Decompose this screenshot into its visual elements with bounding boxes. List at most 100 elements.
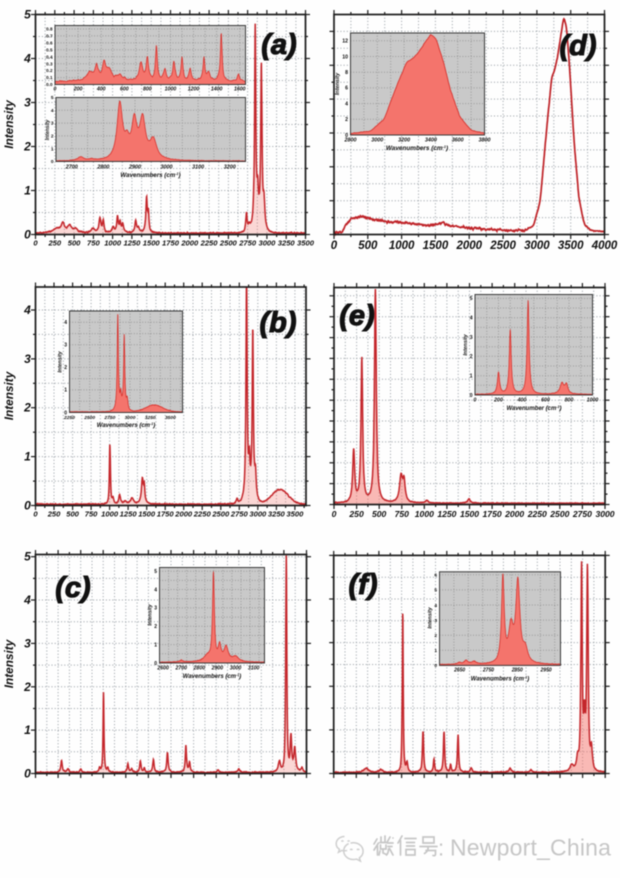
svg-text:3250: 3250 [268,510,286,519]
svg-text:0: 0 [470,393,473,399]
svg-text:3000: 3000 [249,510,267,519]
svg-text:Intensity: Intensity [2,370,16,420]
svg-text:2750: 2750 [103,415,115,421]
svg-text:500: 500 [66,510,79,519]
svg-text:3: 3 [470,335,473,341]
svg-text:Intensity: Intensity [45,120,51,141]
svg-text:3: 3 [24,352,31,366]
svg-text:4: 4 [470,315,473,321]
svg-text:500: 500 [358,240,378,252]
svg-text:2: 2 [23,140,31,154]
svg-text:2: 2 [23,680,31,694]
svg-text:3: 3 [154,606,157,612]
svg-text:8: 8 [345,70,348,76]
svg-text:0.8: 0.8 [46,27,53,32]
svg-text:800: 800 [143,87,152,93]
svg-text:2: 2 [154,624,157,630]
svg-text:Intensity: Intensity [2,638,16,688]
svg-text:1250: 1250 [123,239,141,248]
svg-text:0: 0 [24,499,31,513]
svg-text:2500: 2500 [549,509,569,519]
svg-text:Intensity: Intensity [58,350,64,372]
svg-text:Intensity: Intensity [428,606,434,628]
svg-text:0: 0 [154,661,157,667]
svg-text:2000: 2000 [455,240,482,252]
svg-text:1750: 1750 [162,239,180,248]
svg-text:2500: 2500 [211,510,230,519]
svg-text:1400: 1400 [211,87,223,93]
svg-text:0: 0 [51,159,54,165]
svg-text:10: 10 [342,54,348,60]
svg-text:1000: 1000 [389,240,415,252]
svg-text:0: 0 [474,398,477,404]
svg-text:5: 5 [154,569,157,575]
svg-text:3: 3 [64,343,67,349]
svg-text:2800: 2800 [344,138,357,144]
svg-text:2750: 2750 [238,239,257,248]
svg-text:2500: 2500 [219,239,238,248]
svg-text:4: 4 [51,108,54,114]
svg-text:1250: 1250 [120,510,138,519]
svg-text:1500: 1500 [143,239,161,248]
svg-text:1750: 1750 [483,509,502,519]
svg-text::: : [438,836,444,861]
svg-text:2600: 2600 [156,666,169,672]
svg-text:3000: 3000 [125,415,136,421]
svg-text:2: 2 [345,117,348,123]
svg-text:Intensity: Intensity [148,603,154,625]
svg-text:3: 3 [24,96,31,110]
svg-text:3000: 3000 [258,239,276,248]
svg-text:5: 5 [51,95,54,101]
svg-text:3: 3 [434,618,437,624]
svg-text:200: 200 [73,87,83,93]
svg-text:5: 5 [24,550,31,564]
svg-text:250: 250 [348,509,364,519]
svg-text:0.5: 0.5 [46,47,53,52]
svg-text:2500: 2500 [489,240,516,252]
svg-text:2250: 2250 [200,239,219,248]
svg-text:0: 0 [24,767,31,781]
svg-text:4: 4 [23,593,31,607]
svg-text:1000: 1000 [104,239,122,248]
svg-text:2000: 2000 [174,510,193,519]
svg-text:(a): (a) [261,29,296,61]
svg-text:750: 750 [395,509,410,519]
svg-text:2800: 2800 [96,165,109,171]
svg-text:Newport_China: Newport_China [450,835,611,861]
svg-text:Intensity: Intensity [2,99,16,149]
svg-text:1: 1 [51,146,54,152]
svg-text:1750: 1750 [157,510,175,519]
svg-text:0.0: 0.0 [46,82,53,87]
svg-text:3250: 3250 [145,415,156,421]
svg-text:3600: 3600 [452,138,464,144]
svg-text:1000: 1000 [415,509,434,519]
svg-text:1000: 1000 [101,510,119,519]
svg-text:3250: 3250 [278,239,296,248]
svg-text:0: 0 [64,410,67,416]
svg-text:3100: 3100 [192,165,204,171]
svg-text:1: 1 [154,642,157,648]
svg-text:3500: 3500 [165,415,176,421]
svg-text:4: 4 [23,303,31,317]
svg-text:4: 4 [154,587,157,593]
svg-text:2: 2 [434,633,437,639]
svg-text:2750: 2750 [482,668,494,674]
svg-text:750: 750 [85,510,98,519]
svg-text:2750: 2750 [230,510,249,519]
svg-text:2650: 2650 [453,668,465,674]
svg-text:1200: 1200 [188,87,200,93]
svg-text:2700: 2700 [65,165,78,171]
svg-text:Wavenumber (cm-1): Wavenumber (cm-1) [506,405,561,412]
svg-text:2700: 2700 [174,666,187,672]
svg-text:Intensity: Intensity [335,72,341,95]
svg-text:2000: 2000 [180,239,199,248]
svg-text:0.4: 0.4 [46,54,53,59]
svg-text:1: 1 [470,373,473,379]
svg-text:2800: 2800 [193,666,206,672]
svg-text:1250: 1250 [437,509,456,519]
svg-text:600: 600 [120,87,129,93]
svg-text:3000: 3000 [230,666,242,672]
svg-text:0.2: 0.2 [46,68,53,73]
svg-text:2: 2 [23,401,31,415]
svg-text:2250: 2250 [193,510,212,519]
